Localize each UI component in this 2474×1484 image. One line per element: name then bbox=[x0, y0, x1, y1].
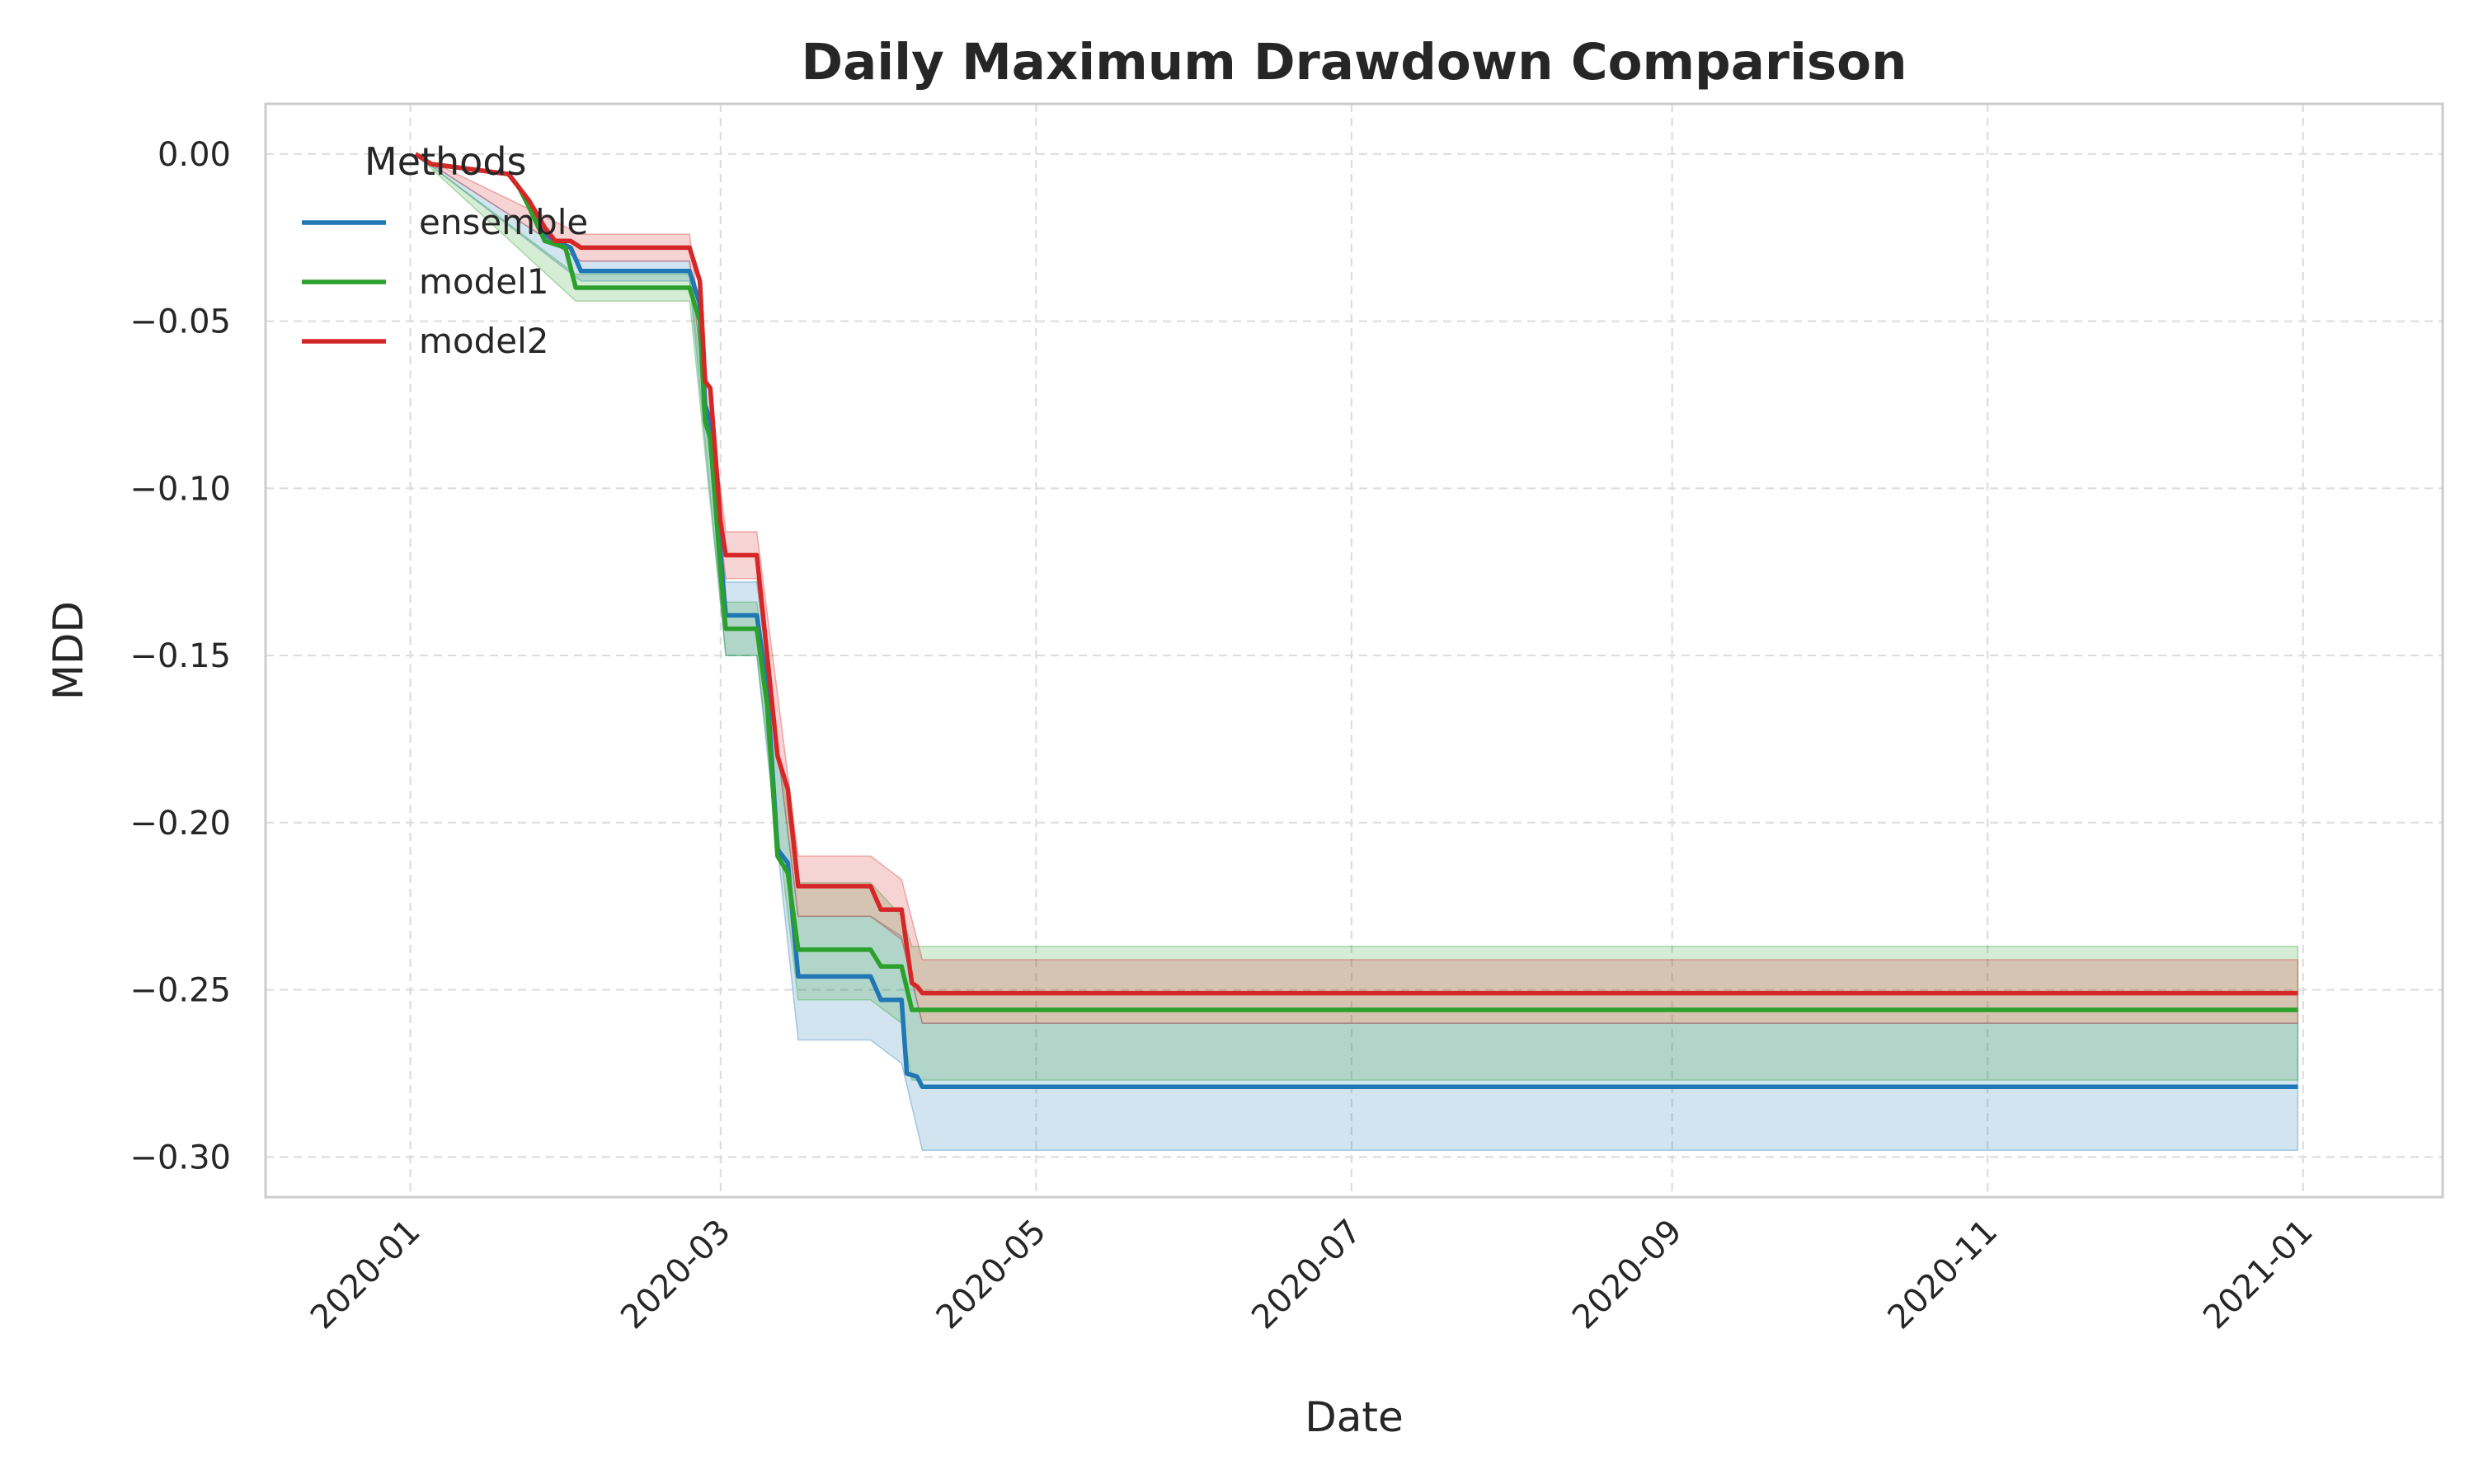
x-tick-label: 2020-07 bbox=[1244, 1213, 1369, 1337]
x-axis-label: Date bbox=[1305, 1393, 1404, 1441]
x-tick-label: 2021-01 bbox=[2196, 1213, 2321, 1337]
x-tick-label: 2020-03 bbox=[614, 1213, 738, 1337]
legend-label-model2: model2 bbox=[419, 321, 549, 361]
y-axis-label: MDD bbox=[45, 601, 92, 700]
grid bbox=[266, 104, 2443, 1197]
legend: Methods ensemble model1 model2 bbox=[302, 139, 588, 361]
y-tick-label: −0.20 bbox=[129, 805, 231, 843]
plot-frame bbox=[264, 102, 2444, 1199]
x-tick-label: 2020-09 bbox=[1565, 1213, 1690, 1337]
chart-title: Daily Maximum Drawdown Comparison bbox=[801, 33, 1907, 92]
y-tick-label: −0.05 bbox=[129, 303, 231, 341]
y-tick-label: −0.25 bbox=[129, 972, 231, 1010]
legend-label-ensemble: ensemble bbox=[419, 202, 588, 242]
legend-title: Methods bbox=[365, 139, 527, 184]
series-lines bbox=[414, 152, 2298, 1089]
x-tick-label: 2020-11 bbox=[1881, 1213, 2006, 1337]
x-tick-label: 2020-05 bbox=[929, 1213, 1054, 1337]
y-tick-label: −0.30 bbox=[129, 1139, 231, 1176]
legend-label-model1: model1 bbox=[419, 261, 549, 302]
band-model1 bbox=[415, 153, 2299, 1081]
x-tick-label: 2020-01 bbox=[303, 1213, 428, 1337]
y-tick-label: −0.15 bbox=[129, 637, 231, 675]
y-tick-label: −0.10 bbox=[129, 470, 231, 508]
line-model2 bbox=[414, 152, 2298, 996]
y-tick-label: 0.00 bbox=[158, 136, 231, 174]
